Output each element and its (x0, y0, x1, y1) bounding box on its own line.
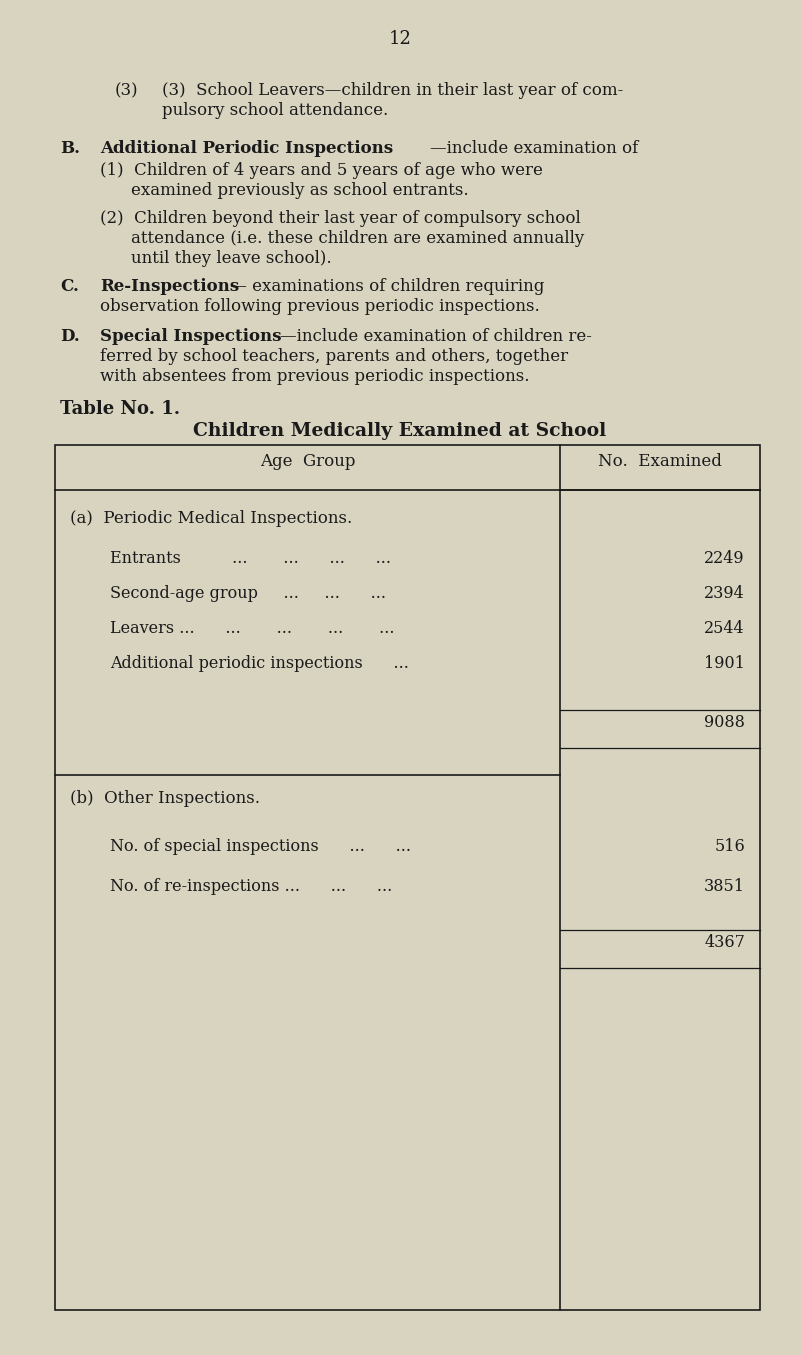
Text: (2)  Children beyond their last year of compulsory school: (2) Children beyond their last year of c… (100, 210, 581, 228)
Text: B.: B. (60, 140, 80, 157)
Text: Additional periodic inspections      ...: Additional periodic inspections ... (110, 654, 409, 672)
Text: observation following previous periodic inspections.: observation following previous periodic … (100, 298, 540, 314)
Text: with absentees from previous periodic inspections.: with absentees from previous periodic in… (100, 369, 529, 385)
Text: 3851: 3851 (704, 878, 745, 896)
Text: Children Medically Examined at School: Children Medically Examined at School (193, 421, 606, 440)
Text: Additional Periodic Inspections: Additional Periodic Inspections (100, 140, 393, 157)
Text: No. of special inspections      ...      ...: No. of special inspections ... ... (110, 837, 411, 855)
Text: — examinations of children requiring: — examinations of children requiring (225, 278, 545, 295)
Text: (3)  School Leavers—children in their last year of com-: (3) School Leavers—children in their las… (162, 83, 623, 99)
Text: until they leave school).: until they leave school). (131, 251, 332, 267)
Text: (b)  Other Inspections.: (b) Other Inspections. (70, 790, 260, 808)
Text: Age  Group: Age Group (260, 453, 356, 470)
Text: 516: 516 (714, 837, 745, 855)
Text: No. of re-inspections ...      ...      ...: No. of re-inspections ... ... ... (110, 878, 392, 896)
Text: —include examination of: —include examination of (430, 140, 638, 157)
Text: Second-age group     ...     ...      ...: Second-age group ... ... ... (110, 585, 386, 602)
Text: 9088: 9088 (704, 714, 745, 730)
Text: —include examination of children re-: —include examination of children re- (280, 328, 592, 346)
Text: 2249: 2249 (704, 550, 745, 566)
Text: Leavers ...      ...       ...       ...       ...: Leavers ... ... ... ... ... (110, 621, 395, 637)
Text: Special Inspections: Special Inspections (100, 328, 281, 346)
Text: No.  Examined: No. Examined (598, 453, 722, 470)
Text: D.: D. (60, 328, 80, 346)
Text: (a)  Periodic Medical Inspections.: (a) Periodic Medical Inspections. (70, 509, 352, 527)
Text: 4367: 4367 (704, 934, 745, 951)
Text: (3): (3) (115, 83, 139, 99)
Text: pulsory school attendance.: pulsory school attendance. (162, 102, 388, 119)
Text: Re-Inspections: Re-Inspections (100, 278, 239, 295)
Text: 1901: 1901 (704, 654, 745, 672)
Text: examined previously as school entrants.: examined previously as school entrants. (131, 182, 469, 199)
Text: C.: C. (60, 278, 78, 295)
Text: Entrants          ...       ...      ...      ...: Entrants ... ... ... ... (110, 550, 391, 566)
Text: 2394: 2394 (704, 585, 745, 602)
Text: attendance (i.e. these children are examined annually: attendance (i.e. these children are exam… (131, 230, 584, 247)
Text: Table No. 1.: Table No. 1. (60, 400, 180, 417)
Text: 12: 12 (388, 30, 412, 47)
Text: (1)  Children of 4 years and 5 years of age who were: (1) Children of 4 years and 5 years of a… (100, 163, 543, 179)
Bar (55, 444, 760, 1310)
Text: ferred by school teachers, parents and others, together: ferred by school teachers, parents and o… (100, 348, 568, 364)
Text: 2544: 2544 (704, 621, 745, 637)
